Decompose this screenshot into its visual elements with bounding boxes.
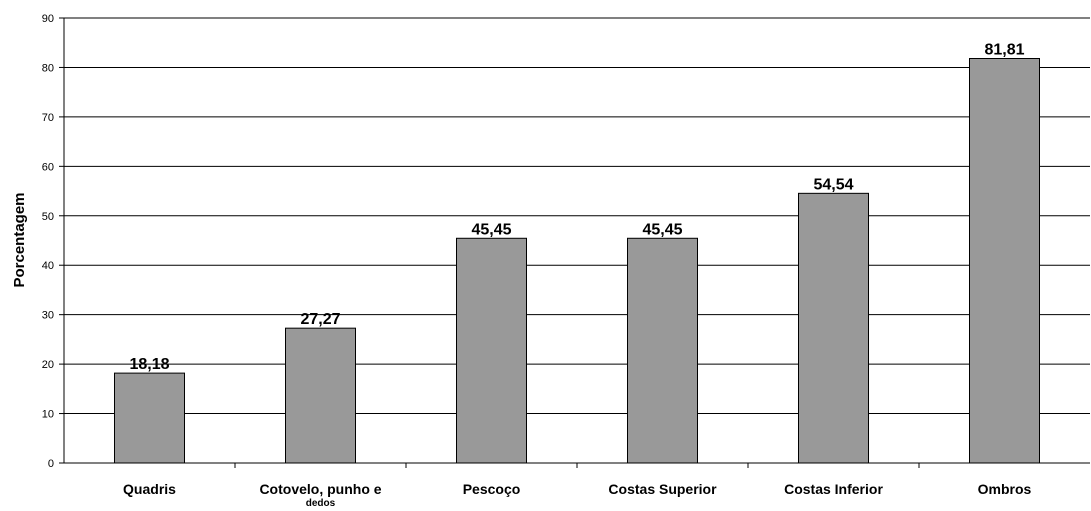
bar [285,327,356,464]
y-tick-label: 60 [42,161,54,173]
data-label: 18,18 [129,356,169,373]
bar [456,237,527,464]
bar [627,237,698,464]
y-tick-label: 20 [42,359,54,371]
axes [59,17,1090,468]
data-label: 54,54 [813,176,853,193]
y-tick-label: 90 [42,13,54,25]
bar [969,57,1040,464]
y-tick-label: 0 [48,458,54,470]
bar [114,372,185,464]
data-labels: 18,18 27,27 45,45 45,45 54,54 81,81 [129,41,1024,373]
y-tick-label: 30 [42,310,54,322]
x-tick-label: Pescoço [463,481,521,497]
gridlines [64,17,1090,415]
x-tick-label: Cotovelo, punho e [259,481,381,497]
y-axis-title: Porcentagem [11,192,28,287]
data-label: 45,45 [471,221,511,238]
x-tick-label: Ombros [978,481,1032,497]
data-label: 81,81 [984,41,1024,58]
x-tick-label: Costas Inferior [784,481,883,497]
bars [114,57,1040,464]
y-tick-label: 70 [42,112,54,124]
data-label: 45,45 [642,221,682,238]
y-tick-labels: 0 10 20 30 40 50 60 70 80 90 [42,13,54,470]
y-tick-label: 40 [42,260,54,272]
x-tick-label: dedos [306,498,336,509]
y-tick-label: 80 [42,62,54,74]
y-tick-label: 10 [42,409,54,421]
x-tick-label: Costas Superior [608,481,717,497]
bar [798,192,869,464]
data-label: 27,27 [300,311,340,328]
y-tick-label: 50 [42,211,54,223]
x-tick-label: Quadris [123,481,176,497]
